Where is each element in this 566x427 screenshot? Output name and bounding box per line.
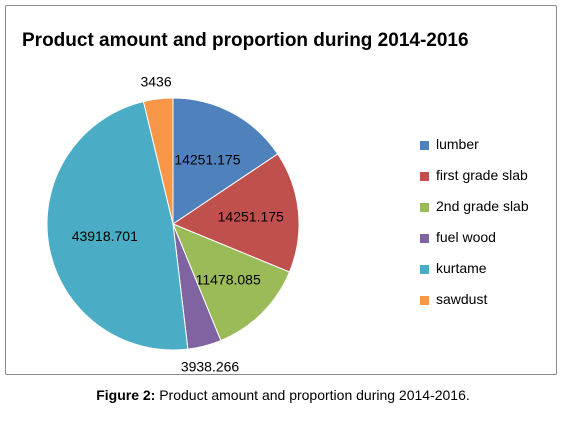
pie-slice-lumber [172,97,279,225]
legend-swatch-kurtame [420,265,429,274]
legend-label-2nd-grade-slab: 2nd grade slab [436,198,529,214]
data-label-lumber: 14251.175 [174,152,240,168]
chart-title: Product amount and proportion during 201… [22,30,469,51]
figure-caption: Figure 2: Product amount and proportion … [0,387,566,403]
legend-swatch-fuel-wood [420,234,429,243]
data-label-sawdust: 3436 [140,73,171,89]
figure-label: Figure 2: [96,387,156,403]
data-label-first-grade-slab: 14251.175 [218,208,284,224]
pie-slice-sawdust [142,97,174,225]
data-label-fuel-wood: 3938.266 [181,359,240,375]
legend-swatch-first-grade-slab [420,172,429,181]
pie-slice-first-grade-slab [171,153,300,273]
pie-slice-kurtame [46,100,189,351]
pie-slice-2nd-grade-slab [172,223,291,342]
legend-swatch-sawdust [420,296,429,305]
legend-label-sawdust: sawdust [436,291,488,307]
legend-label-kurtame: kurtame [436,260,487,276]
caption-text: Product amount and proportion during 201… [155,387,470,403]
legend-label-lumber: lumber [436,136,479,152]
legend-swatch-2nd-grade-slab [420,203,429,212]
data-label-kurtame: 43918.701 [72,228,138,244]
data-label-2nd-grade-slab: 11478.085 [196,271,261,287]
legend-label-first-grade-slab: first grade slab [436,167,528,183]
legend-label-fuel-wood: fuel wood [436,229,496,245]
legend-swatch-lumber [420,141,429,150]
